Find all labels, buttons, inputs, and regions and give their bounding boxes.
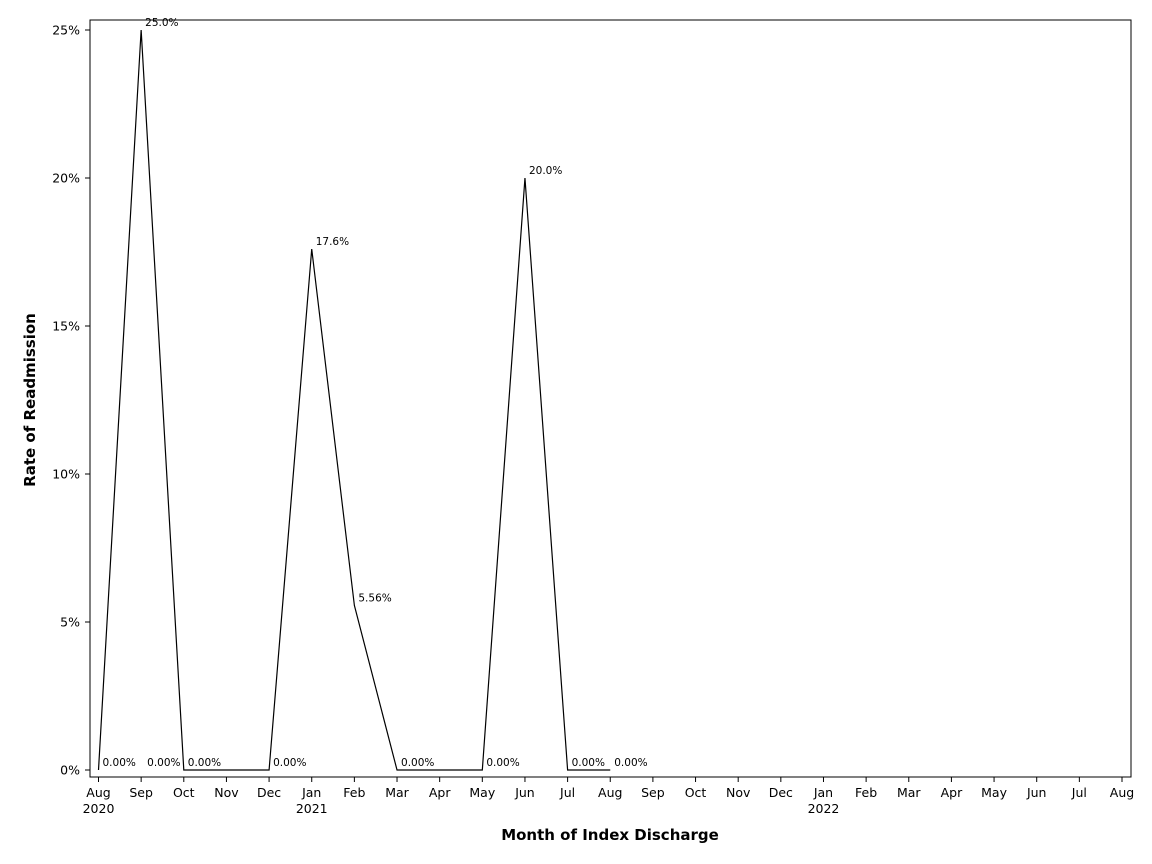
x-tick-label: Mar <box>385 785 409 800</box>
data-label: 0.00% <box>103 757 136 769</box>
x-axis: Aug Sep Oct Nov Dec Jan Feb Mar Apr May Jun Jul Aug S… <box>83 777 1134 816</box>
plot-frame <box>89 19 1132 778</box>
x-tick-label: Apr <box>941 785 963 800</box>
x-tick-label: Apr <box>429 785 451 800</box>
data-label: 0.00% <box>572 757 605 769</box>
data-label: 5.56% <box>358 592 391 604</box>
data-label: 0.00% <box>188 757 221 769</box>
y-tick-label: 0% <box>60 763 80 778</box>
x-tick-label: Jun <box>514 785 535 800</box>
x-tick-label: Jan <box>813 785 833 800</box>
x-tick-label: Sep <box>641 785 665 800</box>
x-tick-label: Jul <box>559 785 575 800</box>
x-tick-label: Mar <box>897 785 921 800</box>
x-tick-label: Aug <box>598 785 622 800</box>
y-axis-title: Rate of Readmission <box>21 313 39 487</box>
series-layer <box>97 29 611 771</box>
x-tick-label: Aug <box>86 785 110 800</box>
x-year-label: 2020 <box>83 801 115 816</box>
data-label: 0.00% <box>147 757 180 769</box>
x-tick-label: Feb <box>343 785 365 800</box>
series-line <box>97 29 611 771</box>
y-axis: 0% 5% 10% 15% 20% 25% <box>52 23 90 778</box>
y-tick-label: 10% <box>52 467 80 482</box>
y-tick-label: 5% <box>60 615 80 630</box>
x-tick-label: Aug <box>1110 785 1134 800</box>
data-label: 0.00% <box>614 757 647 769</box>
data-label: 17.6% <box>316 236 349 248</box>
data-label: 20.0% <box>529 165 562 177</box>
x-tick-label: Nov <box>726 785 751 800</box>
x-year-label: 2021 <box>296 801 328 816</box>
x-tick-label: Dec <box>769 785 793 800</box>
x-axis-title: Month of Index Discharge <box>501 826 719 844</box>
x-tick-label: May <box>981 785 1007 800</box>
x-year-label: 2022 <box>808 801 840 816</box>
y-tick-label: 25% <box>52 23 80 38</box>
data-label: 0.00% <box>273 757 306 769</box>
x-tick-label: Sep <box>129 785 153 800</box>
x-tick-label: Oct <box>173 785 195 800</box>
x-tick-label: Feb <box>855 785 877 800</box>
x-tick-label: Dec <box>257 785 281 800</box>
x-tick-label: Jan <box>301 785 321 800</box>
x-tick-label: Jul <box>1071 785 1087 800</box>
x-tick-label: May <box>469 785 495 800</box>
y-tick-label: 20% <box>52 171 80 186</box>
data-label-layer: 0.00% 25.0% 0.00% 0.00% 17.6% 5.56% 0.00% 0.00%… <box>103 17 648 769</box>
y-tick-label: 15% <box>52 319 80 334</box>
data-label: 25.0% <box>145 17 178 29</box>
data-label: 0.00% <box>486 757 519 769</box>
x-tick-label: Oct <box>685 785 707 800</box>
data-label: 0.00% <box>401 757 434 769</box>
x-tick-label: Jun <box>1026 785 1047 800</box>
x-tick-label: Nov <box>214 785 239 800</box>
